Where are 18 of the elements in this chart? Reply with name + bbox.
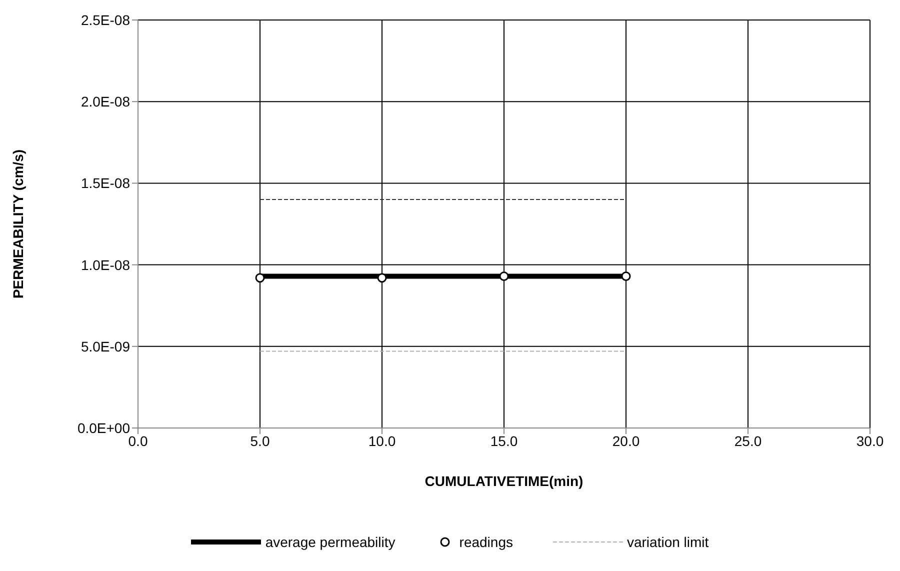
y-tick-label: 2.5E-08 [80,12,130,28]
x-tick-label: 15.0 [490,432,518,449]
legend-label: average permeability [265,534,396,550]
legend-label: readings [459,534,513,550]
x-tick-label: 20.0 [612,432,640,449]
x-tick-label: 30.0 [856,432,884,449]
x-tick-label: 0.0 [128,432,148,449]
x-tick-label: 5.0 [250,432,270,449]
y-tick-label: 1.0E-08 [80,256,130,273]
y-tick-label: 2.0E-08 [80,94,130,110]
y-axis-title: PERMEABILITY (cm/s) [10,149,26,299]
x-axis-title: CUMULATIVETIME(min) [424,473,584,489]
x-tick-label: 10.0 [368,432,396,449]
y-tick-label: 1.5E-08 [80,175,130,192]
y-tick-label: 0.0E+00 [77,420,130,436]
x-tick-label: 25.0 [734,432,762,449]
y-tick-label: 5.0E-09 [80,338,130,354]
legend-label: variation limit [626,534,709,550]
